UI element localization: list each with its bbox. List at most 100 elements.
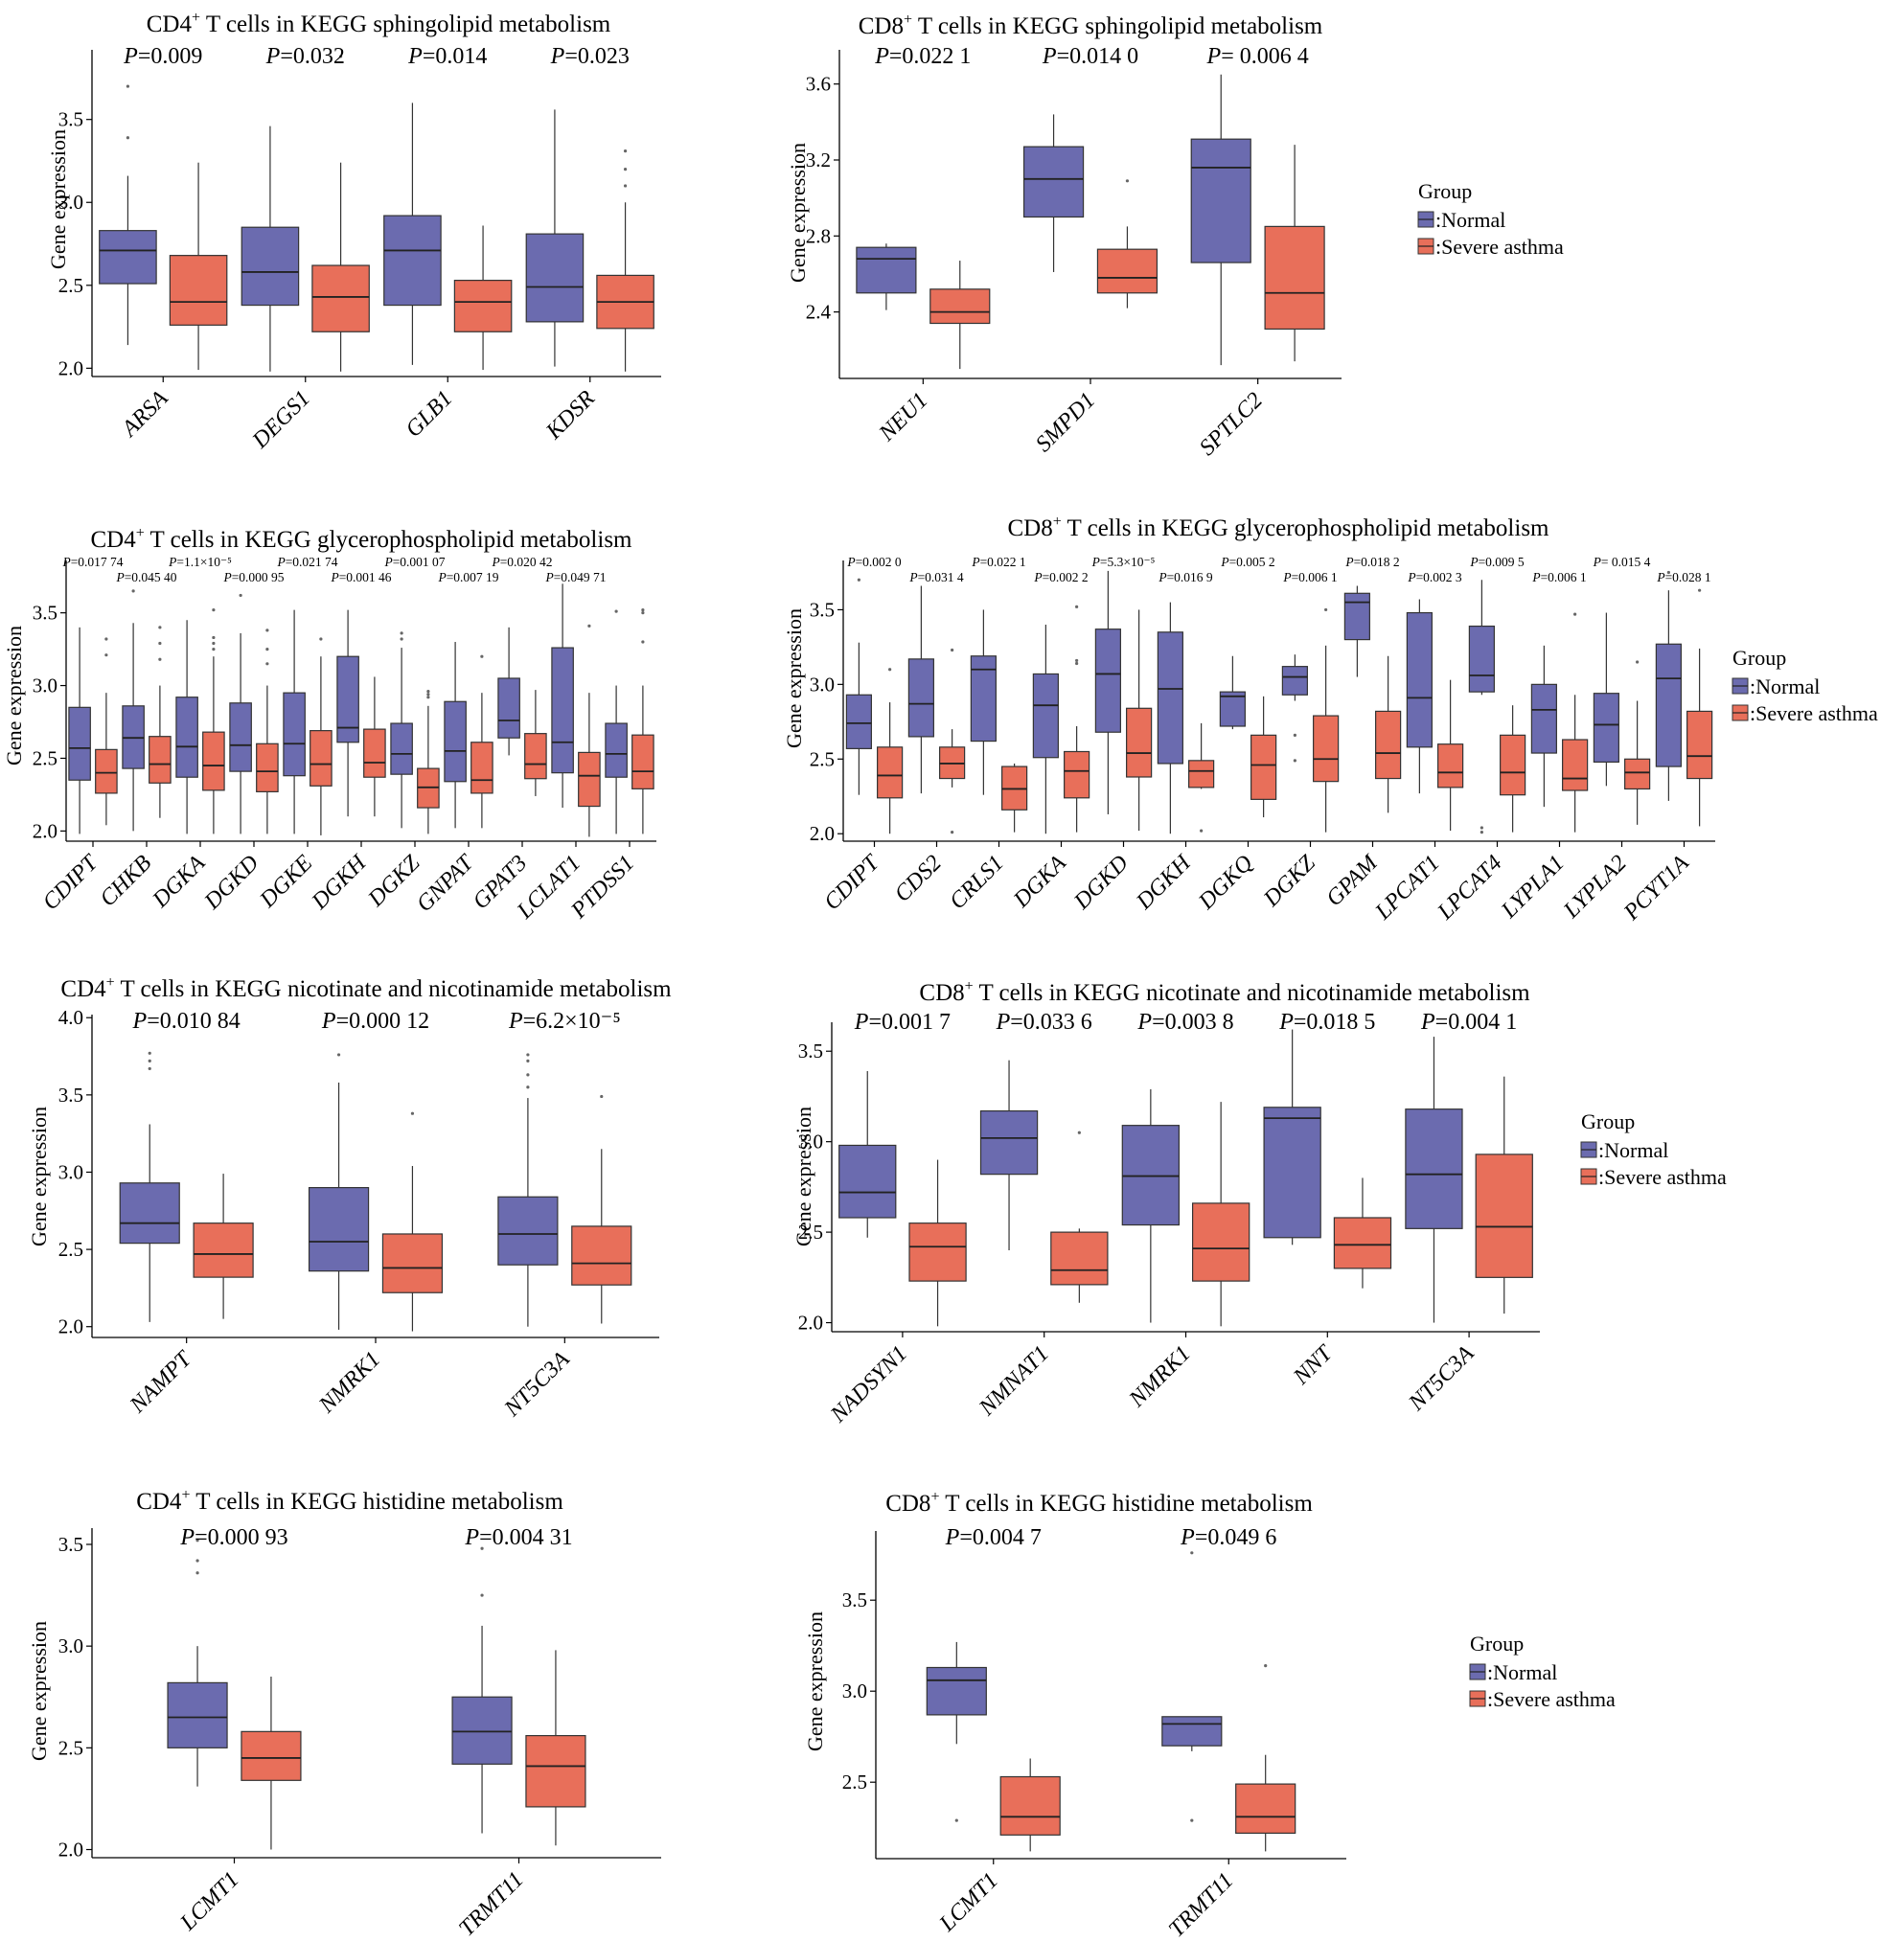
- title-rest: T cells in KEGG glycerophospholipid meta…: [1062, 515, 1549, 541]
- gene-group-trmt11: TRMT11 P=0.004 31: [451, 1525, 586, 1941]
- p-letter: P: [854, 1010, 869, 1035]
- severe-outlier: [319, 637, 323, 641]
- p-letter: P: [132, 1009, 148, 1034]
- p-letter: P: [1158, 570, 1166, 584]
- legend-title: Group: [1581, 1109, 1635, 1133]
- p-letter: P: [846, 555, 855, 569]
- normal-box: [1094, 628, 1121, 733]
- p-value-label: P=0.005 2: [1220, 555, 1274, 569]
- x-tick-label: NADSYN1: [825, 1341, 912, 1428]
- normal-box: [1161, 1716, 1223, 1747]
- gene-group-nnt: NNT P=0.018 5: [1263, 1010, 1392, 1390]
- legend-label: :Severe asthma: [1750, 701, 1878, 725]
- severe-box: [149, 736, 172, 784]
- normal-box: [551, 647, 574, 774]
- normal-outlier: [400, 631, 403, 635]
- x-tick-label: DGKZ: [1258, 850, 1320, 912]
- p-value-label: P=0.016 9: [1158, 570, 1213, 584]
- y-tick-label: 3.0: [58, 191, 83, 214]
- panel-d-title: CD8+ T cells in KEGG glycerophospholipid…: [1007, 514, 1549, 541]
- y-tick-label: 3.0: [798, 1131, 823, 1154]
- p-value-label: P=0.023: [550, 44, 630, 69]
- y-tick-label: 2.5: [58, 1736, 83, 1759]
- normal-box: [1157, 631, 1183, 765]
- p-number: =0.002 0: [856, 555, 902, 569]
- x-tick-label: NMRK1: [1124, 1341, 1196, 1413]
- p-value-label: P=1.1×10⁻⁵: [168, 555, 232, 569]
- p-letter: P: [1344, 555, 1353, 569]
- p-number: =0.021 74: [286, 555, 338, 569]
- gene-group-lcmt1: LCMT1 P=0.004 7: [926, 1525, 1061, 1937]
- p-letter: P: [1033, 570, 1042, 584]
- severe-box: [381, 1233, 444, 1293]
- normal-outlier: [1480, 831, 1483, 834]
- panel-h-title: CD8+ T cells in KEGG histidine metabolis…: [885, 1489, 1313, 1517]
- gene-group-chkb: CHKB P=0.045 40: [96, 570, 177, 912]
- normal-outlier: [126, 136, 130, 140]
- p-letter: P: [464, 1525, 479, 1550]
- gene-group-nmnat1: NMNAT1 P=0.033 6: [974, 1010, 1109, 1421]
- p-number: = 0.015 4: [1601, 555, 1651, 569]
- title-superscript: +: [930, 1489, 939, 1505]
- p-value-label: P=0.000 95: [222, 570, 284, 584]
- y-axis-label: Gene expression: [786, 143, 810, 283]
- p-letter: P: [1282, 570, 1291, 584]
- legend-label: :Normal: [1598, 1138, 1668, 1162]
- normal-box: [283, 692, 306, 777]
- p-value-label: P=0.018 2: [1344, 555, 1399, 569]
- p-value-label: P=0.022 1: [874, 44, 971, 69]
- p-letter: P: [908, 570, 917, 584]
- severe-outlier: [951, 648, 954, 652]
- legend-label: :Severe asthma: [1598, 1165, 1727, 1189]
- x-tick-label: DGKQ: [1194, 851, 1258, 915]
- severe-outlier: [265, 628, 269, 632]
- normal-outlier: [1480, 826, 1483, 830]
- severe-box: [1096, 248, 1158, 294]
- p-number: =0.006 1: [1541, 570, 1587, 584]
- x-tick-label: DGKA: [1008, 851, 1071, 914]
- severe-box: [929, 288, 991, 325]
- p-number: =0.018 2: [1354, 555, 1400, 569]
- x-tick-label: TRMT11: [1164, 1868, 1238, 1942]
- y-tick-label: 3.5: [810, 598, 835, 621]
- gene-group-nt5c3a: NT5C3A P=0.004 1: [1404, 1010, 1533, 1417]
- p-number: =0.004 31: [479, 1525, 573, 1550]
- severe-outlier: [480, 654, 484, 658]
- normal-outlier: [131, 589, 135, 593]
- severe-outlier: [1125, 179, 1130, 183]
- p-number: =0.016 9: [1167, 570, 1213, 584]
- normal-box: [838, 1144, 897, 1219]
- p-number: =0.000 93: [195, 1525, 288, 1550]
- legend-label: :Severe asthma: [1435, 235, 1564, 259]
- severe-outlier: [158, 641, 162, 646]
- normal-outlier: [1190, 1818, 1194, 1822]
- y-tick-label: 2.5: [58, 274, 83, 297]
- x-tick-label: GNPAT: [412, 850, 479, 917]
- severe-box: [1624, 758, 1651, 790]
- x-tick-label: CRLS1: [945, 851, 1008, 914]
- x-tick-label: DGKH: [1132, 850, 1197, 915]
- severe-box: [1686, 710, 1713, 780]
- severe-outlier: [410, 1111, 415, 1115]
- severe-box: [1475, 1154, 1533, 1278]
- normal-box: [605, 722, 628, 778]
- p-letter: P: [1469, 555, 1478, 569]
- y-axis-label: Gene expression: [2, 626, 26, 765]
- legend: Group:Normal:Severe asthma: [1469, 1632, 1616, 1711]
- severe-outlier: [104, 653, 108, 657]
- y-axis-label: Gene expression: [782, 608, 806, 748]
- severe-box: [1064, 750, 1090, 799]
- p-value-label: P=0.002 3: [1407, 570, 1462, 584]
- severe-box: [1333, 1217, 1392, 1269]
- p-number: =0.018 5: [1294, 1010, 1376, 1035]
- p-value-label: P=0.014: [407, 44, 487, 69]
- normal-outlier: [480, 1593, 484, 1597]
- severe-outlier: [1324, 607, 1328, 612]
- x-tick-label: NEU1: [874, 388, 933, 447]
- p-number: =6.2×10⁻⁵: [523, 1009, 621, 1034]
- gene-group-kdsr: KDSR P=0.023: [525, 44, 654, 445]
- severe-box: [1264, 225, 1325, 331]
- p-value-label: P=0.006 1: [1531, 570, 1586, 584]
- severe-outlier: [426, 696, 430, 699]
- x-tick-label: NT5C3A: [1404, 1341, 1480, 1417]
